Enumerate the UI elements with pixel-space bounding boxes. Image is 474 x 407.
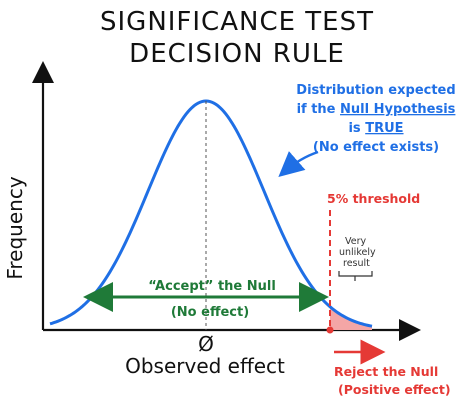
- accept-label-rest: the Null: [213, 279, 275, 294]
- callout-true: TRUE: [365, 121, 403, 136]
- callout-line-3: is TRUE: [348, 121, 403, 136]
- callout-line-2: if the Null Hypothesis: [297, 102, 456, 117]
- x-axis-label: Observed effect: [125, 354, 285, 378]
- accept-label-quote: “Accept”: [148, 279, 213, 294]
- callout-arrow: [278, 150, 319, 177]
- title-line-1: SIGNIFICANCE TEST: [100, 7, 374, 37]
- y-axis-label: Frequency: [3, 176, 27, 279]
- threshold-label: 5% threshold: [327, 191, 420, 206]
- callout-line-1: Distribution expected: [296, 83, 455, 98]
- x-origin-label: Ø: [198, 332, 214, 356]
- title-line-2: DECISION RULE: [129, 39, 345, 69]
- reject-label-line-1: Reject the Null: [334, 364, 438, 379]
- threshold-point: [326, 326, 334, 334]
- callout-null-hypothesis: Null Hypothesis: [340, 102, 456, 117]
- callout-line-3-prefix: is: [348, 121, 365, 136]
- tail-note-line-1: Very: [345, 236, 367, 247]
- tail-note-line-2: unlikely: [339, 247, 376, 258]
- reject-label-line-2: (Positive effect): [338, 382, 451, 397]
- callout-line-2-prefix: if the: [297, 102, 340, 117]
- tail-note-line-3: result: [343, 258, 370, 269]
- accept-label: “Accept” the Null: [148, 279, 276, 294]
- tail-note-bracket: [338, 271, 373, 281]
- callout-line-4: (No effect exists): [313, 140, 439, 155]
- accept-sub-label: (No effect): [171, 305, 249, 320]
